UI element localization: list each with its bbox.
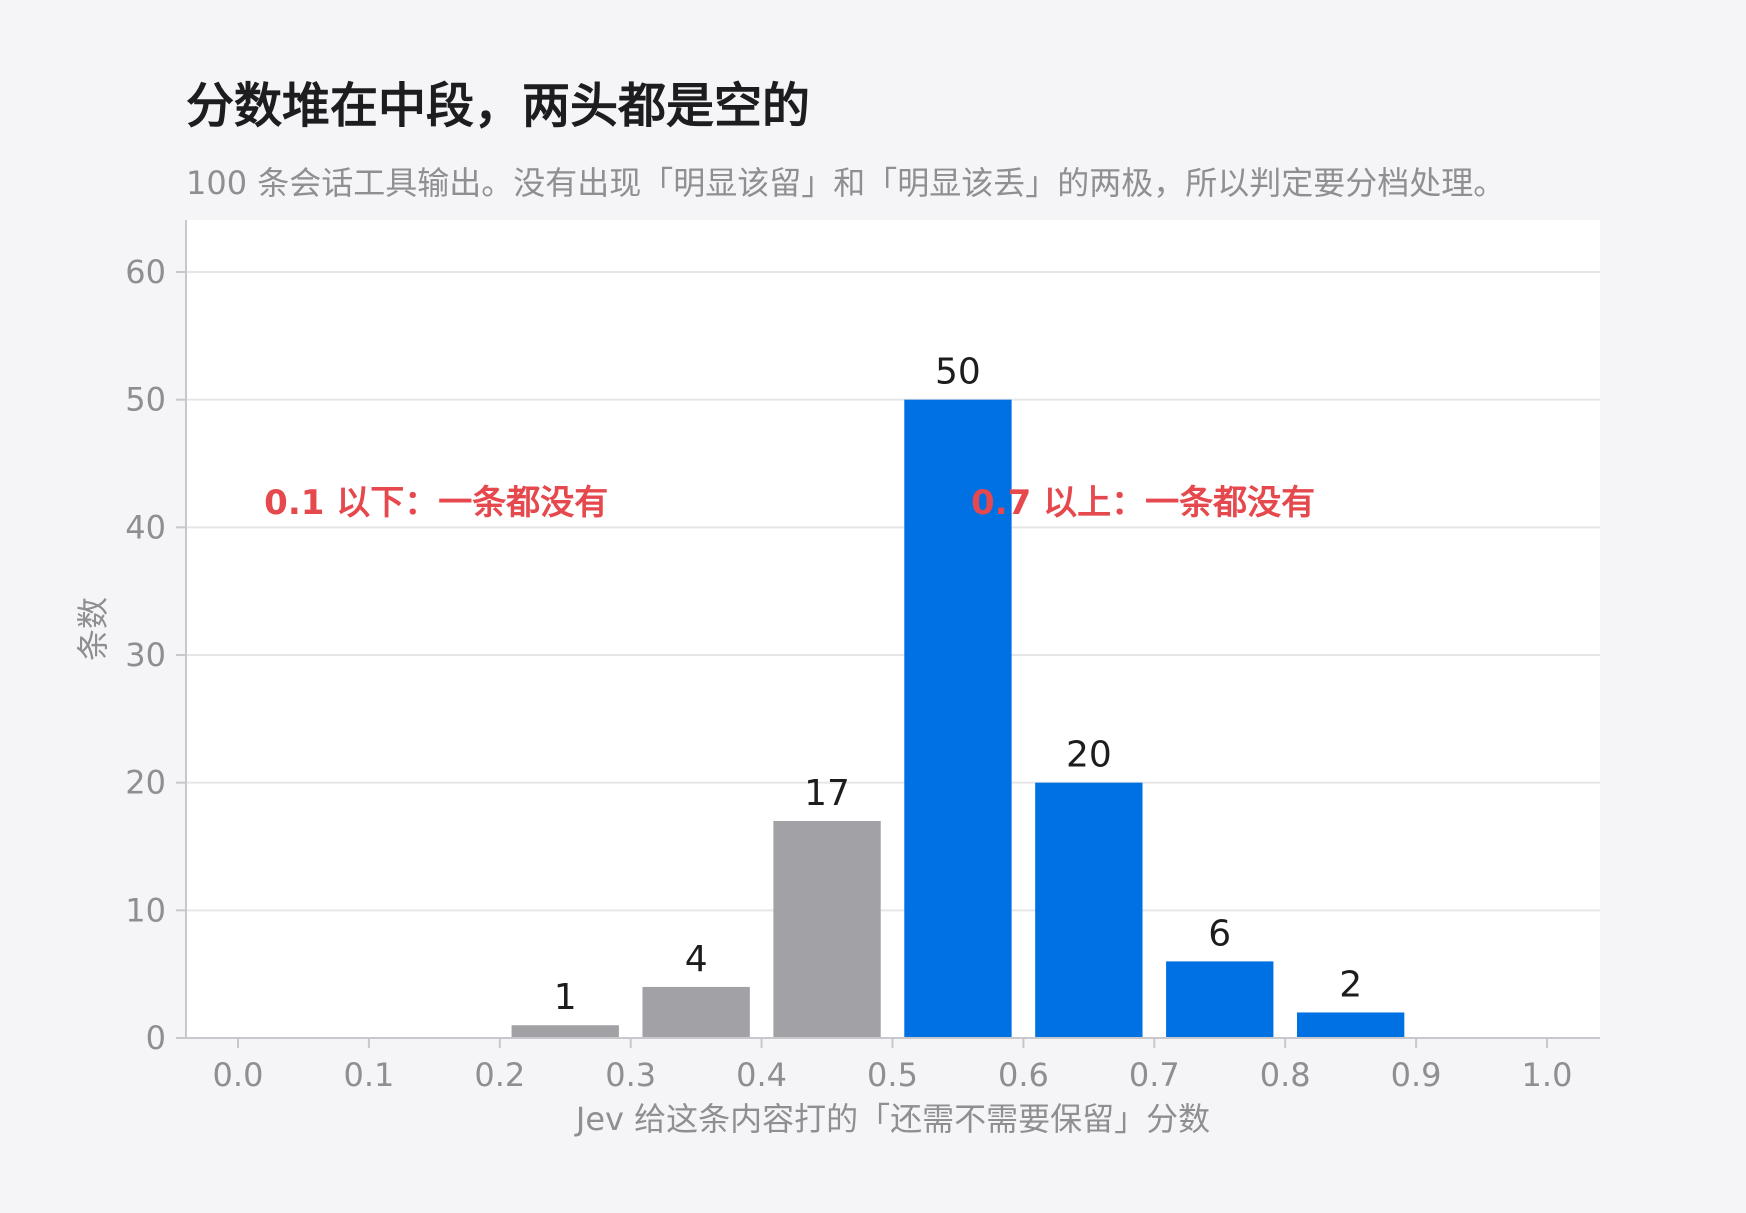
bar-3	[904, 399, 1012, 1039]
x-tick-label-2: 0.2	[474, 1056, 525, 1094]
plot-background	[186, 220, 1600, 1038]
x-tick-label-10: 1.0	[1522, 1056, 1573, 1094]
bar-value-label-3: 50	[935, 352, 981, 393]
bar-value-label-6: 2	[1339, 964, 1362, 1005]
bar-5	[1166, 961, 1274, 1038]
y-axis-label: 条数	[74, 597, 112, 661]
bar-0	[511, 1025, 619, 1038]
x-tick-label-4: 0.4	[736, 1056, 787, 1094]
x-tick-label-6: 0.6	[998, 1056, 1049, 1094]
y-tick-label-0: 0	[146, 1019, 166, 1057]
annotation-0: 0.1 以下：一条都没有	[264, 483, 608, 523]
bar-4	[1035, 782, 1143, 1038]
bar-value-label-1: 4	[685, 939, 708, 980]
bar-value-label-2: 17	[804, 773, 850, 814]
chart-title: 分数堆在中段，两头都是空的	[186, 78, 811, 134]
y-tick-label-5: 50	[125, 381, 166, 419]
x-tick-label-9: 0.9	[1391, 1056, 1442, 1094]
bars	[511, 399, 1405, 1039]
grid-lines	[186, 271, 1600, 912]
bar-2	[773, 820, 881, 1038]
value-labels: 1 4 17 50 20 6 2	[554, 352, 1362, 1019]
x-tick-label-3: 0.3	[605, 1056, 656, 1094]
x-tick-label-7: 0.7	[1129, 1056, 1180, 1094]
x-tick-label-1: 0.1	[343, 1056, 394, 1094]
y-tick-label-3: 30	[125, 636, 166, 674]
x-tick-label-5: 0.5	[867, 1056, 918, 1094]
axes: 0 10 20 30 40 50 60 0.0 0.1 0.2 0.3 0.4 0.5 0.6 0.7 0.8…	[125, 220, 1600, 1094]
bar-value-label-5: 6	[1208, 913, 1231, 954]
y-tick-label-1: 10	[125, 891, 166, 929]
x-tick-label-8: 0.8	[1260, 1056, 1311, 1094]
annotation-1: 0.7 以上：一条都没有	[971, 483, 1315, 523]
chart-subtitle: 100 条会话工具输出。没有出现「明显该留」和「明显该丢」的两极，所以判定要分档…	[186, 164, 1506, 202]
y-tick-label-2: 20	[125, 764, 166, 802]
y-tick-label-4: 40	[125, 508, 166, 546]
bar-6	[1296, 1012, 1405, 1038]
bar-value-label-0: 1	[554, 977, 577, 1018]
bar-value-label-4: 20	[1066, 735, 1112, 776]
x-axis-label: Jev 给这条内容打的「还需不需要保留」分数	[574, 1100, 1210, 1138]
x-tick-label-0: 0.0	[213, 1056, 264, 1094]
bar-1	[642, 986, 750, 1038]
y-tick-label-6: 60	[125, 253, 166, 291]
annotations: 0.1 以下：一条都没有 0.7 以上：一条都没有	[264, 483, 1315, 523]
